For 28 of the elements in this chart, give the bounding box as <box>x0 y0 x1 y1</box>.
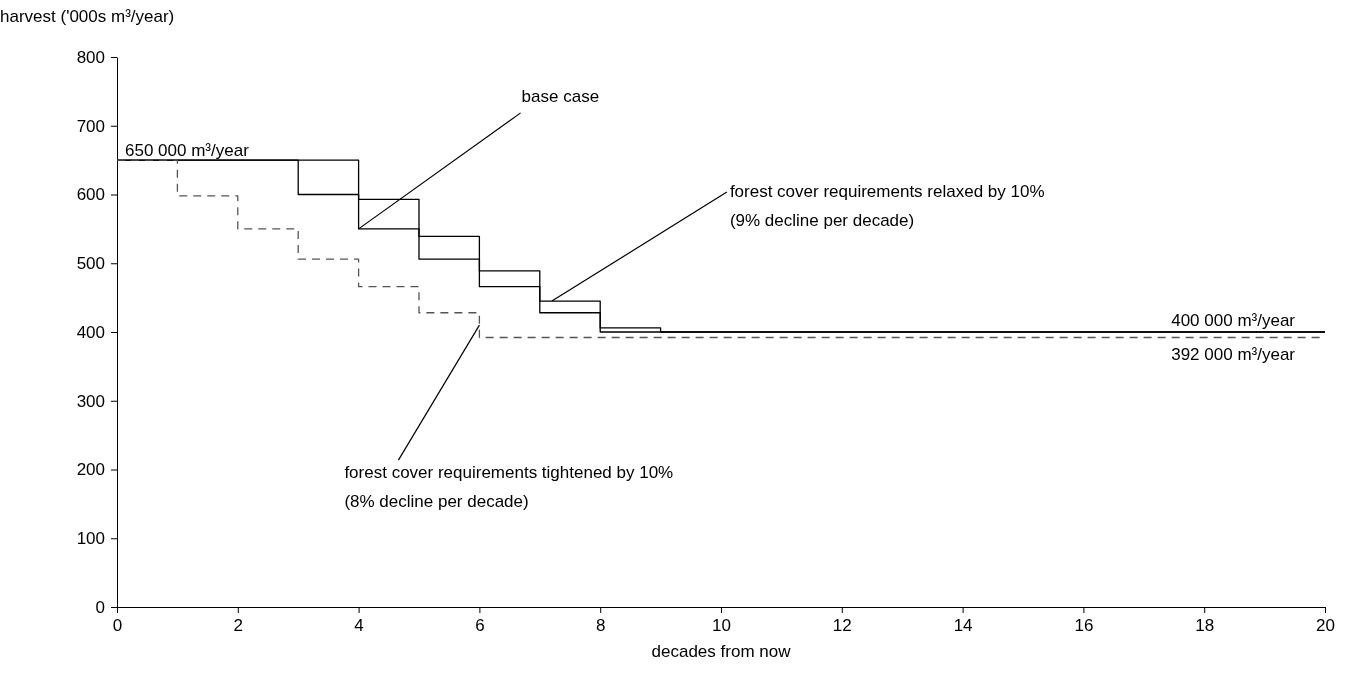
x-tick-label: 12 <box>832 616 852 636</box>
x-tick-label: 8 <box>595 616 606 636</box>
x-tick-label: 16 <box>1074 616 1094 636</box>
y-tick-label: 500 <box>76 254 105 274</box>
x-axis-title: decades from now <box>651 642 792 661</box>
y-tick-label: 700 <box>76 116 105 136</box>
annotation: forest cover requirements tightened by 10% (8% decline per decade) <box>344 463 674 512</box>
y-tick-label: 0 <box>95 597 105 617</box>
y-axis-title: harvest ('000s m³/year) <box>0 7 175 26</box>
x-tick-label: 6 <box>475 616 485 636</box>
y-tick-label: 300 <box>76 391 105 411</box>
y-tick-label: 600 <box>76 185 105 205</box>
y-tick-label: 100 <box>76 529 105 549</box>
annotation: 650 000 m³/year <box>125 141 250 161</box>
x-tick-label: 14 <box>953 616 973 636</box>
annotation: 400 000 m³/year <box>1171 311 1296 330</box>
annotation: base case <box>521 86 600 106</box>
annotation: forest cover requirements relaxed by 10% (9% decline per decade) <box>729 182 1045 231</box>
x-tick-label: 0 <box>112 616 123 636</box>
x-tick-label: 10 <box>712 616 731 636</box>
y-tick-label: 800 <box>76 47 105 67</box>
y-tick-label: 200 <box>76 460 105 480</box>
x-tick-label: 20 <box>1316 616 1335 636</box>
annotation: 392 000 m³/year <box>1171 344 1296 364</box>
y-tick-label: 400 <box>76 322 105 342</box>
x-tick-label: 2 <box>233 616 244 636</box>
x-tick-label: 4 <box>354 616 364 636</box>
x-tick-label: 18 <box>1195 616 1215 636</box>
